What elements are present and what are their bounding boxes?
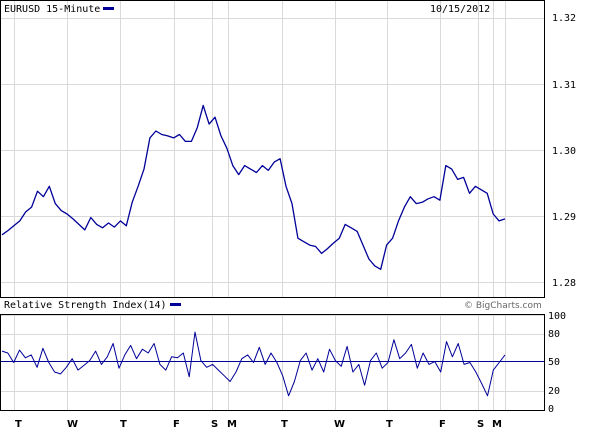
price-y-tick: 1.30: [552, 146, 576, 157]
rsi-y-tick: 100: [548, 311, 566, 322]
price-panel: [0, 0, 545, 298]
x-day-label: F: [173, 419, 180, 430]
x-day-label: W: [334, 419, 345, 430]
chart-date: 10/15/2012: [430, 4, 490, 15]
x-day-label: S: [477, 419, 484, 430]
x-day-label: T: [15, 419, 22, 430]
x-day-label: T: [120, 419, 127, 430]
x-day-label: F: [439, 419, 446, 430]
rsi-chart-title: Relative Strength Index(14): [4, 300, 167, 311]
bigcharts-credit: © BigCharts.com: [464, 301, 542, 311]
rsi-y-tick: 0: [548, 404, 554, 415]
x-day-label: T: [386, 419, 393, 430]
rsi-y-tick: 50: [548, 357, 560, 368]
price-y-tick: 1.29: [552, 212, 576, 223]
price-grid: [1, 1, 544, 297]
price-y-tick: 1.28: [552, 278, 576, 289]
x-day-label: W: [67, 419, 78, 430]
rsi-y-tick: 80: [548, 329, 560, 340]
rsi-legend-swatch: [170, 303, 181, 306]
rsi-series-line: [1, 331, 506, 397]
price-legend-swatch: [103, 7, 114, 10]
price-chart-title: EURUSD 15-Minute: [4, 4, 100, 15]
x-day-label: S: [211, 419, 218, 430]
rsi-grid: [1, 315, 544, 410]
x-day-label: T: [281, 419, 288, 430]
rsi-panel: [0, 314, 545, 411]
x-day-label: M: [492, 419, 502, 430]
price-y-tick: 1.31: [552, 80, 576, 91]
price-series-line: [1, 104, 506, 270]
rsi-y-tick: 20: [548, 386, 560, 397]
price-y-tick: 1.32: [552, 13, 576, 24]
x-day-label: M: [227, 419, 237, 430]
